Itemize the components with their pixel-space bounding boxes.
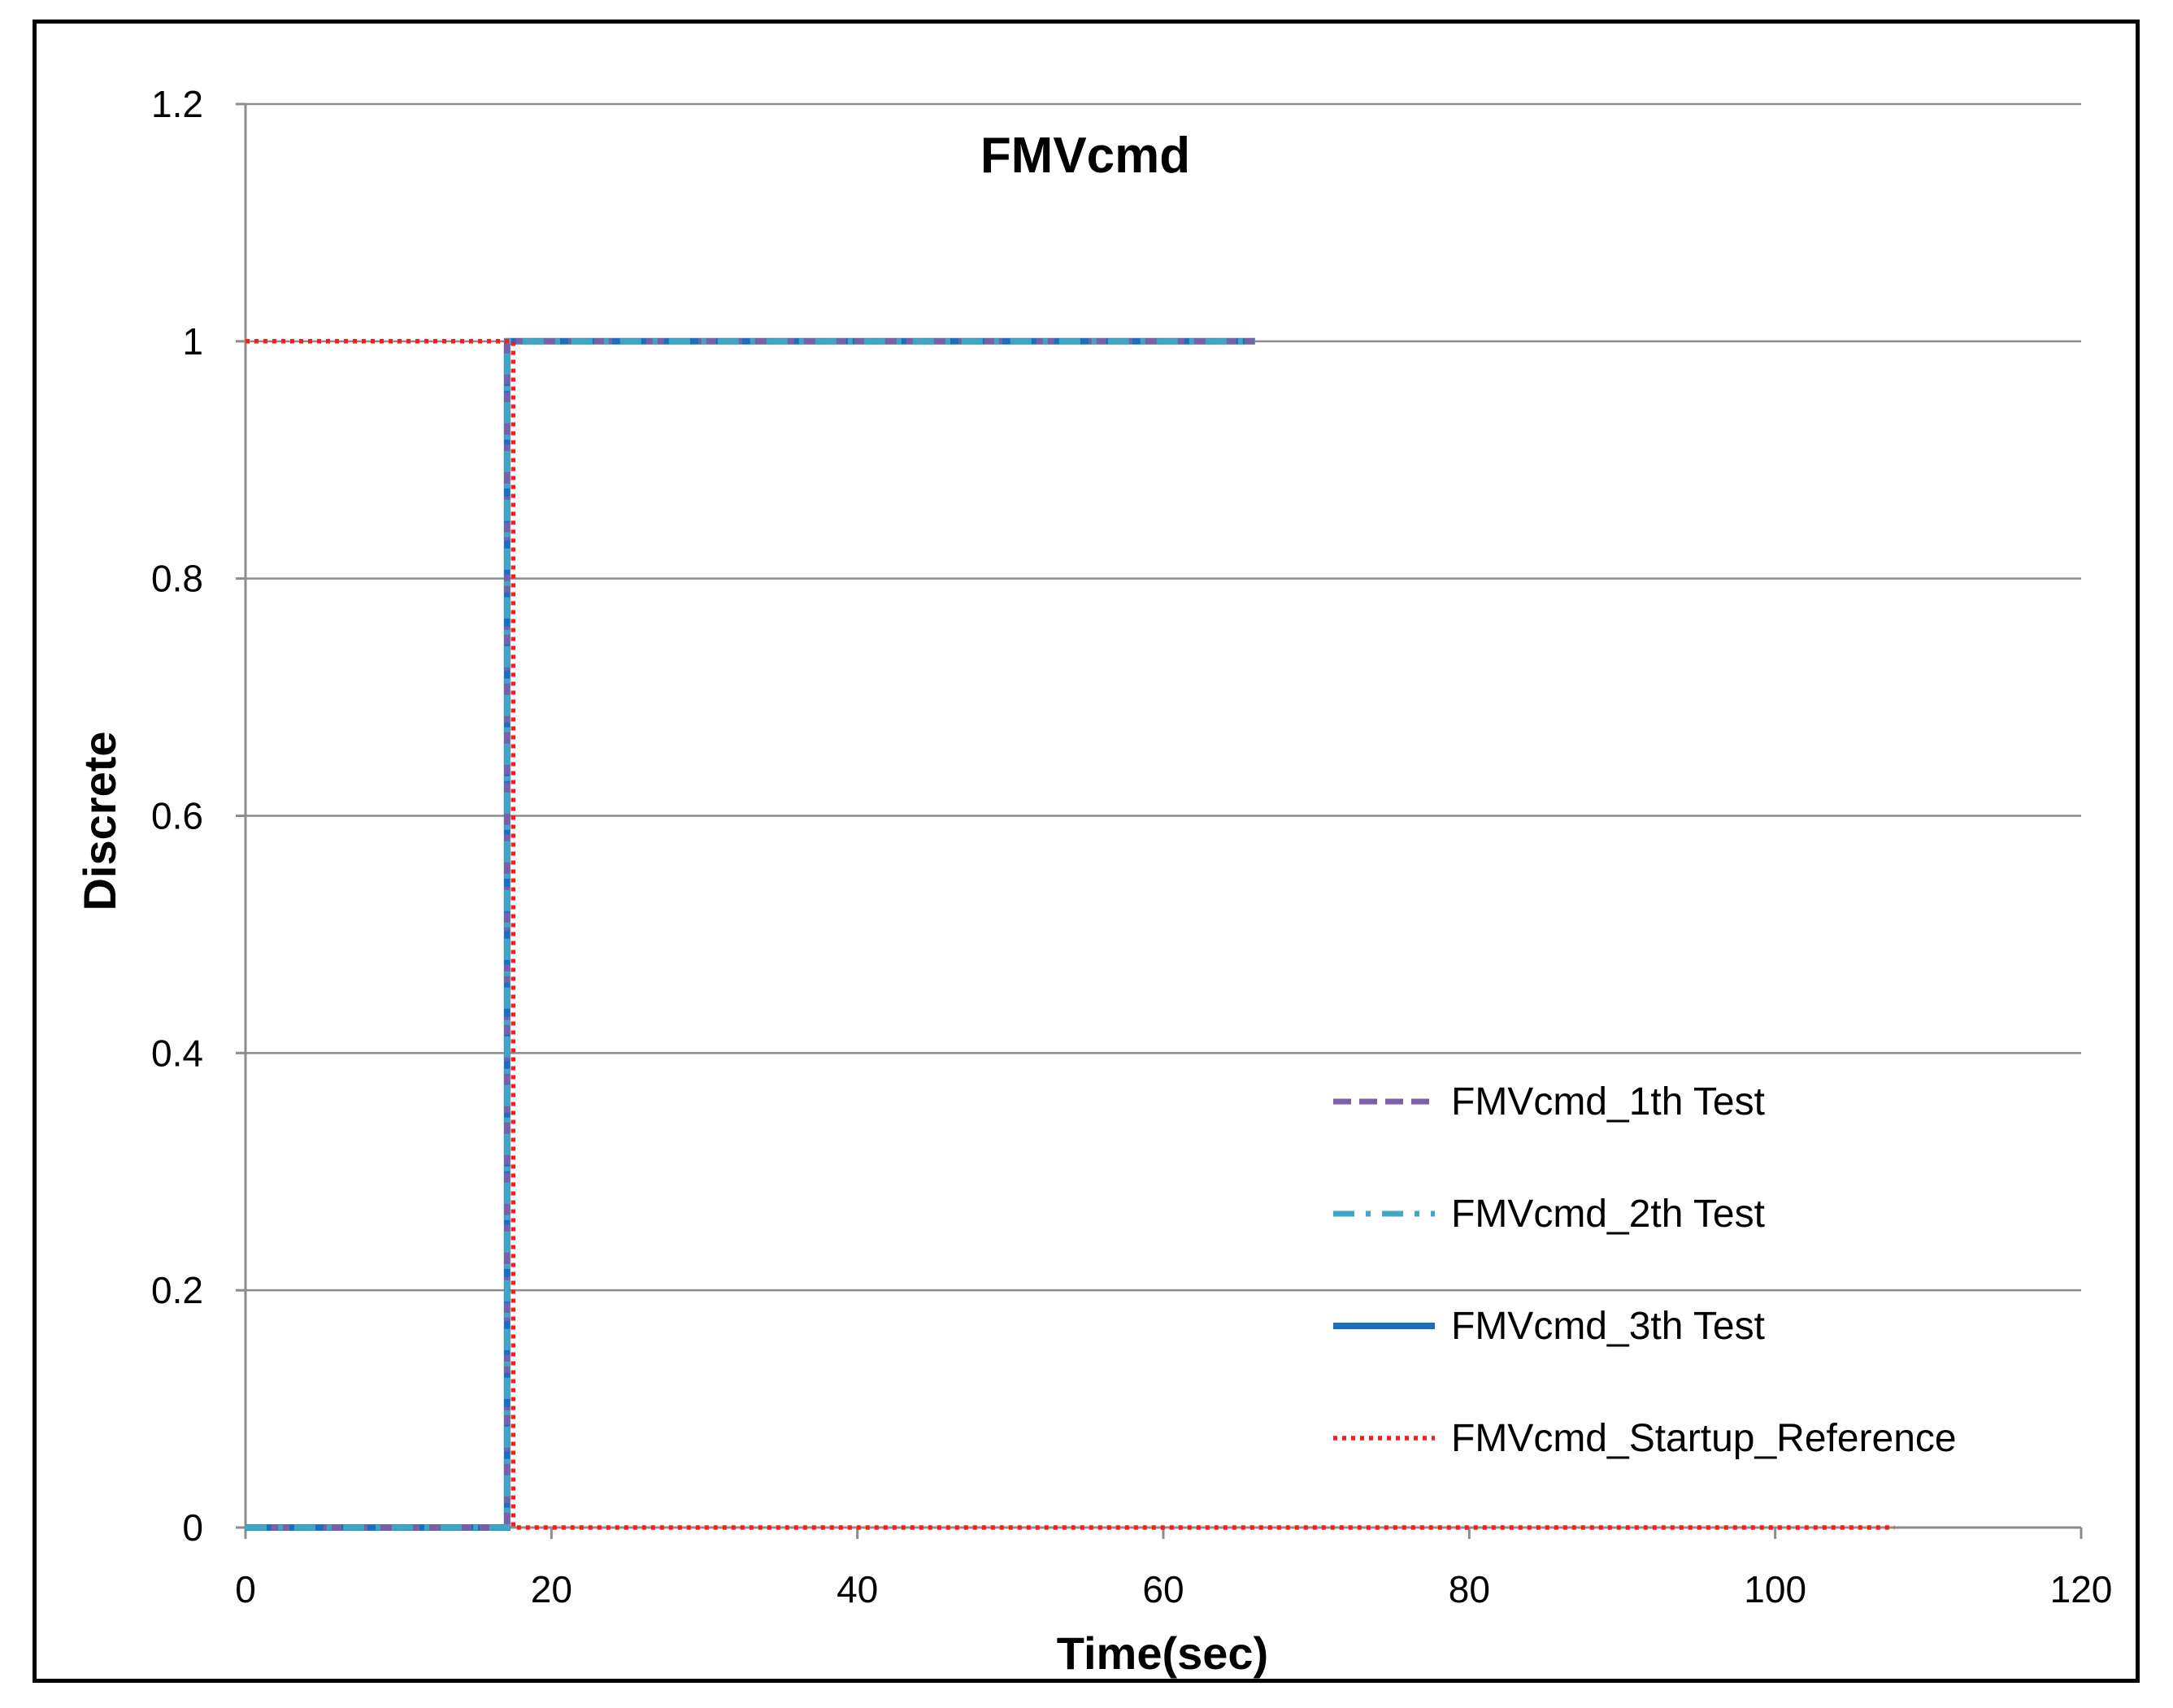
legend-label-1: FMVcmd_1th Test (1451, 1080, 1765, 1123)
y-axis-label: Discrete (74, 731, 125, 910)
legend-label-2: FMVcmd_2th Test (1451, 1193, 1765, 1236)
y-tick-label: 0.8 (151, 558, 203, 600)
series-line-4 (246, 339, 1895, 1530)
x-tick-label: 40 (837, 1568, 878, 1610)
y-tick-label: 1.2 (151, 83, 203, 125)
legend: FMVcmd_1th Test FMVcmd_2th Test FMVcmd_3th… (1333, 1080, 1957, 1460)
series-line-2 (246, 338, 1255, 1531)
x-tick-label: 60 (1142, 1568, 1184, 1610)
y-tick-label: 0.6 (151, 795, 203, 837)
series-line-1 (246, 338, 1255, 1531)
y-tick-label: 0.4 (151, 1032, 203, 1074)
gridlines (246, 102, 2081, 1292)
x-tick-label: 100 (1744, 1568, 1806, 1610)
x-tick-label: 0 (235, 1568, 256, 1610)
tick-labels: 0 0.2 0.4 0.6 0.8 1 1.2 0 20 40 60 80 100 120 (151, 83, 2112, 1610)
x-tick-label: 20 (531, 1568, 572, 1610)
chart-frame (33, 20, 2140, 1683)
legend-label-3: FMVcmd_3th Test (1451, 1305, 1765, 1348)
x-tick-label: 80 (1449, 1568, 1490, 1610)
series-line-3 (246, 337, 1255, 1531)
y-tick-label: 1 (182, 320, 203, 363)
chart-title: FMVcmd (980, 128, 1190, 184)
axes (236, 102, 2083, 1539)
y-tick-label: 0 (182, 1506, 203, 1549)
series-lines (246, 337, 1895, 1531)
x-axis-label: Time(sec) (1057, 1628, 1268, 1679)
legend-label-4: FMVcmd_Startup_Reference (1451, 1417, 1957, 1460)
y-tick-label: 0.2 (151, 1269, 203, 1311)
x-tick-label: 120 (2050, 1568, 2113, 1610)
